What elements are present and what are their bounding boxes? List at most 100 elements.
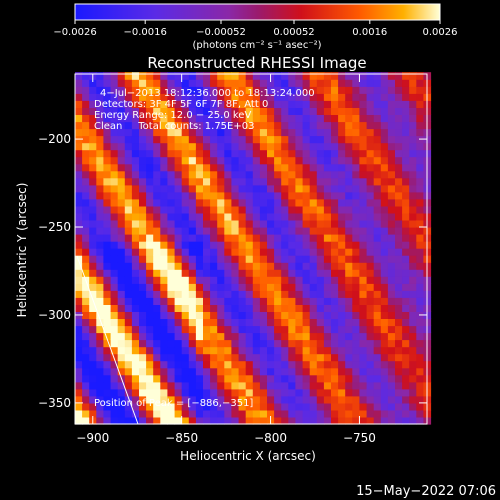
heatmap-pixel bbox=[96, 114, 104, 123]
heatmap-pixel bbox=[352, 184, 360, 193]
heatmap-pixel bbox=[395, 79, 403, 87]
heatmap-pixel bbox=[210, 114, 218, 123]
heatmap-pixel bbox=[409, 79, 417, 87]
heatmap-pixel bbox=[146, 402, 154, 411]
heatmap-pixel bbox=[131, 107, 140, 115]
heatmap-pixel bbox=[345, 402, 353, 411]
heatmap-pixel bbox=[352, 93, 360, 101]
heatmap-pixel bbox=[117, 93, 126, 101]
heatmap-pixel bbox=[195, 402, 204, 411]
heatmap-pixel bbox=[103, 402, 112, 411]
heatmap-pixel bbox=[359, 290, 368, 298]
heatmap-pixel bbox=[238, 93, 247, 101]
heatmap-pixel bbox=[274, 177, 282, 186]
heatmap-pixel bbox=[295, 311, 304, 319]
heatmap-pixel bbox=[302, 114, 311, 123]
heatmap-pixel bbox=[387, 184, 396, 193]
heatmap-pixel bbox=[387, 79, 396, 87]
heatmap-pixel bbox=[345, 170, 353, 179]
heatmap-pixel bbox=[359, 346, 368, 355]
heatmap-pixel bbox=[124, 107, 133, 115]
heatmap-pixel bbox=[96, 72, 104, 80]
heatmap-pixel bbox=[409, 177, 417, 186]
heatmap-pixel bbox=[117, 79, 126, 87]
heatmap-pixel bbox=[245, 149, 254, 158]
heatmap-pixel bbox=[110, 79, 119, 87]
heatmap-pixel bbox=[252, 128, 261, 137]
heatmap-pixel bbox=[267, 248, 275, 256]
heatmap-pixel bbox=[146, 388, 154, 397]
heatmap-pixel bbox=[231, 205, 240, 214]
heatmap-pixel bbox=[82, 262, 90, 270]
heatmap-pixel bbox=[302, 409, 311, 418]
heatmap-pixel bbox=[373, 142, 382, 151]
heatmap-pixel bbox=[160, 311, 168, 319]
heatmap-pixel bbox=[302, 269, 311, 277]
heatmap-pixel bbox=[281, 255, 289, 263]
heatmap-pixel bbox=[295, 304, 304, 312]
heatmap-pixel bbox=[203, 262, 211, 270]
heatmap-pixel bbox=[352, 262, 360, 270]
heatmap-pixel bbox=[245, 276, 254, 284]
heatmap-pixel bbox=[366, 276, 375, 284]
heatmap-pixel bbox=[331, 325, 339, 334]
heatmap-pixel bbox=[89, 142, 97, 151]
heatmap-pixel bbox=[366, 149, 375, 158]
heatmap-pixel bbox=[217, 409, 225, 418]
heatmap-pixel bbox=[281, 367, 289, 376]
heatmap-pixel bbox=[124, 374, 133, 383]
heatmap-pixel bbox=[274, 241, 282, 249]
heatmap-pixel bbox=[96, 248, 104, 256]
heatmap-pixel bbox=[82, 381, 90, 390]
heatmap-pixel bbox=[402, 304, 410, 312]
heatmap-pixel bbox=[387, 304, 396, 312]
heatmap-pixel bbox=[167, 269, 176, 277]
heatmap-pixel bbox=[217, 205, 225, 214]
heatmap-pixel bbox=[359, 417, 368, 425]
heatmap-pixel bbox=[331, 220, 339, 228]
heatmap-pixel bbox=[416, 290, 424, 298]
heatmap-pixel bbox=[160, 205, 168, 214]
heatmap-pixel bbox=[210, 248, 218, 256]
heatmap-pixel bbox=[359, 248, 368, 256]
heatmap-pixel bbox=[82, 255, 90, 263]
heatmap-pixel bbox=[82, 360, 90, 369]
heatmap-pixel bbox=[124, 290, 133, 298]
heatmap-pixel bbox=[295, 388, 304, 397]
heatmap-pixel bbox=[160, 220, 168, 228]
heatmap-pixel bbox=[82, 114, 90, 123]
heatmap-pixel bbox=[75, 86, 83, 94]
heatmap-pixel bbox=[188, 262, 197, 270]
heatmap-pixel bbox=[274, 248, 282, 256]
heatmap-pixel bbox=[288, 177, 296, 186]
heatmap-pixel bbox=[103, 388, 112, 397]
heatmap-pixel bbox=[366, 72, 375, 80]
heatmap-pixel bbox=[395, 417, 403, 425]
heatmap-pixel bbox=[96, 388, 104, 397]
heatmap-pixel bbox=[82, 283, 90, 291]
heatmap-pixel bbox=[267, 318, 275, 327]
heatmap-pixel bbox=[146, 339, 154, 348]
heatmap-pixel bbox=[316, 269, 325, 277]
heatmap-pixel bbox=[274, 142, 282, 151]
heatmap-pixel bbox=[409, 374, 417, 383]
heatmap-pixel bbox=[139, 107, 147, 115]
heatmap-pixel bbox=[380, 367, 389, 376]
heatmap-pixel bbox=[124, 163, 133, 172]
heatmap-pixel bbox=[302, 100, 311, 108]
colorbar-tick-label: 0.0016 bbox=[352, 27, 387, 38]
heatmap-pixel bbox=[409, 100, 417, 108]
heatmap-pixel bbox=[274, 255, 282, 263]
heatmap-pixel bbox=[252, 205, 261, 214]
heatmap-pixel bbox=[302, 417, 311, 425]
heatmap-pixel bbox=[131, 149, 140, 158]
heatmap-pixel bbox=[238, 339, 247, 348]
heatmap-pixel bbox=[231, 170, 240, 179]
heatmap-pixel bbox=[117, 255, 126, 263]
heatmap-pixel bbox=[395, 241, 403, 249]
heatmap-pixel bbox=[323, 255, 332, 263]
heatmap-pixel bbox=[224, 177, 232, 186]
heatmap-pixel bbox=[217, 248, 225, 256]
heatmap-pixel bbox=[103, 304, 112, 312]
heatmap-pixel bbox=[316, 100, 325, 108]
